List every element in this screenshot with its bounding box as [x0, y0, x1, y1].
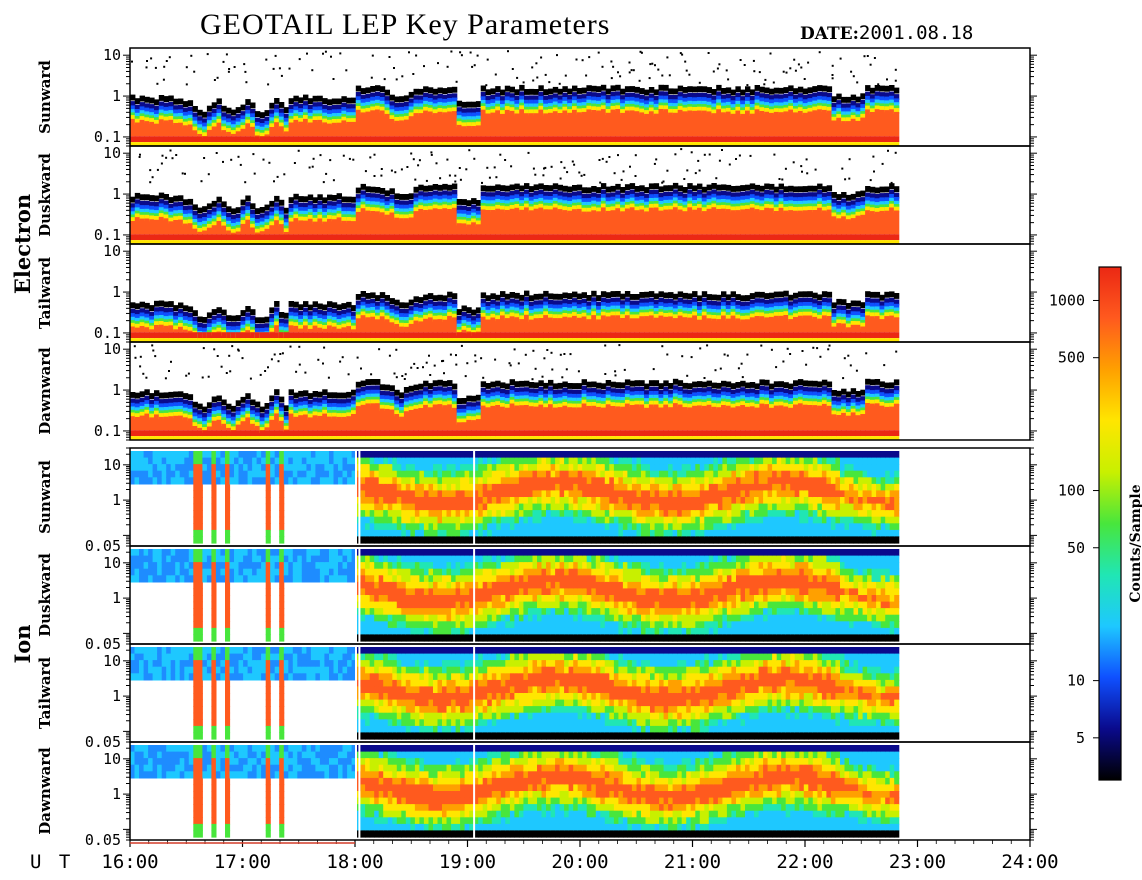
y-tick-label: 0.1: [94, 422, 121, 440]
panel-label-dawnward: Dawnward: [36, 747, 54, 835]
x-tick-label: 20:00: [551, 851, 608, 873]
date-value: 2001.08.18: [858, 22, 974, 44]
colorbar-tick-label: 5: [1076, 729, 1085, 747]
panel-frame: [129, 341, 1031, 441]
y-tick-label: 10: [103, 144, 121, 162]
y-tick-label: 1: [112, 687, 121, 705]
x-tick-label: 19:00: [439, 851, 496, 873]
x-tick-label: 23:00: [889, 851, 946, 873]
y-tick-label: 10: [103, 456, 121, 474]
x-tick-label: 18:00: [326, 851, 383, 873]
colorbar: [1098, 266, 1122, 781]
y-tick-label: 1: [112, 491, 121, 509]
y-tick-label: 10: [103, 46, 121, 64]
y-tick-label: 0.05: [85, 635, 121, 653]
date-readout: DATE:2001.08.18: [800, 22, 973, 44]
y-tick-label: 10: [103, 652, 121, 670]
colorbar-tick-label: 1000: [1049, 291, 1085, 309]
y-tick-label: 1: [112, 87, 121, 105]
ion-tailward-panel: [130, 644, 900, 742]
y-tick-label: 10: [103, 750, 121, 768]
electron-sunward-panel: [130, 50, 900, 146]
y-tick-label: 0.05: [85, 831, 121, 849]
x-tick-label: 22:00: [776, 851, 833, 873]
y-tick-label: 10: [103, 242, 121, 260]
y-tick-label: 0.1: [94, 128, 121, 146]
y-tick-label: 1: [112, 785, 121, 803]
colorbar-tick-label: 50: [1067, 539, 1085, 557]
y-tick-label: 1: [112, 381, 121, 399]
panel-label-duskward: Duskward: [36, 153, 54, 237]
x-tick-label: 17:00: [214, 851, 271, 873]
group-label-ion: Ion: [10, 624, 35, 663]
colorbar-tick-label: 500: [1058, 349, 1085, 367]
chart-title: GEOTAIL LEP Key Parameters: [200, 8, 611, 41]
x-tick-label: 16:00: [101, 851, 158, 873]
group-label-electron: Electron: [10, 194, 35, 294]
electron-duskward-panel: [130, 148, 900, 244]
colorbar-tick-label: 100: [1058, 482, 1085, 500]
y-tick-label: 0.05: [85, 537, 121, 555]
y-tick-label: 1: [112, 283, 121, 301]
y-tick-label: 0.1: [94, 324, 121, 342]
ion-duskward-panel: [130, 546, 900, 644]
y-tick-label: 0.1: [94, 226, 121, 244]
panel-label-sunward: Sunward: [36, 60, 54, 134]
x-tick-label: 21:00: [664, 851, 721, 873]
colorbar-label: Counts/Sample: [1128, 484, 1142, 602]
ion-dawnward-panel: [130, 742, 900, 840]
colorbar-tick-label: 10: [1067, 672, 1085, 690]
date-label: DATE:: [800, 24, 859, 44]
electron-tailward-panel: [130, 290, 900, 342]
y-tick-label: 10: [103, 340, 121, 358]
panel-label-duskward: Duskward: [36, 553, 54, 637]
panel-label-dawnward: Dawnward: [36, 347, 54, 435]
y-tick-label: 1: [112, 185, 121, 203]
y-tick-label: 1: [112, 589, 121, 607]
x-axis-label: U T: [30, 851, 73, 873]
y-tick-label: 0.05: [85, 733, 121, 751]
panel-label-tailward: Tailward: [36, 257, 54, 329]
panel-label-sunward: Sunward: [36, 460, 54, 534]
ion-sunward-panel: [130, 448, 900, 546]
y-tick-label: 10: [103, 554, 121, 572]
panel-label-tailward: Tailward: [36, 657, 54, 729]
electron-dawnward-panel: [130, 344, 900, 440]
x-tick-label: 24:00: [1001, 851, 1058, 873]
